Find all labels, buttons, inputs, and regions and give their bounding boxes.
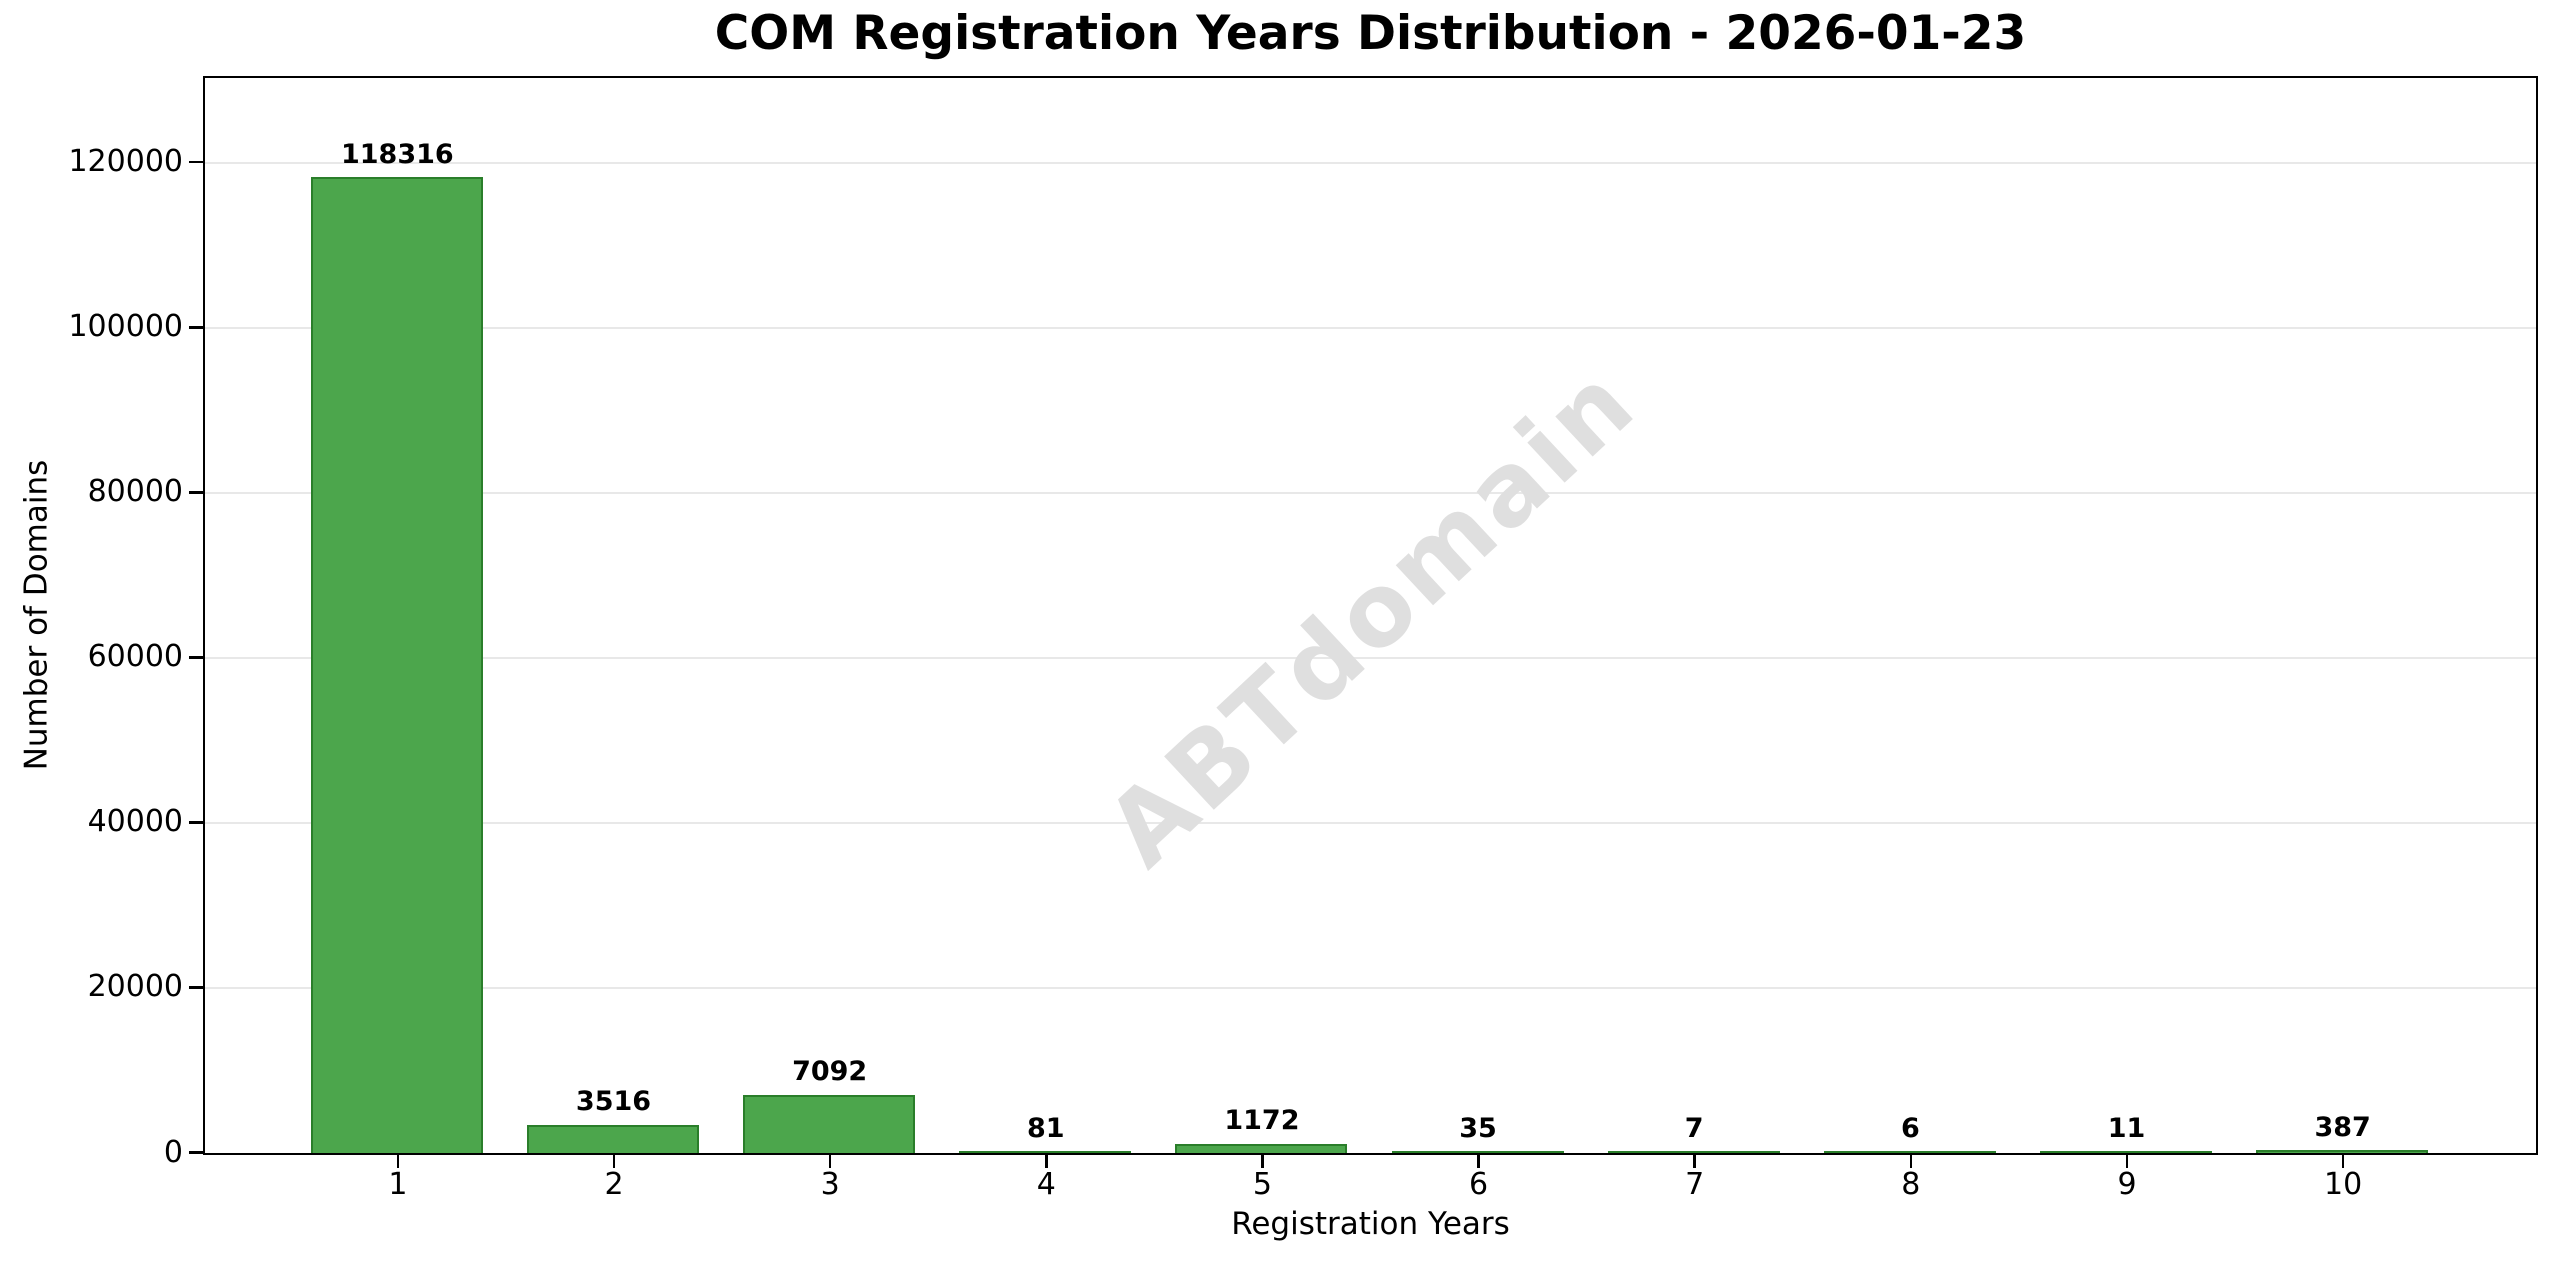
x-tick-label: 5	[1252, 1167, 1272, 1202]
y-tick-mark	[189, 656, 203, 659]
y-tick-mark	[189, 986, 203, 989]
gridline	[205, 656, 2536, 659]
x-tick-mark	[1477, 1155, 1480, 1168]
x-tick-mark	[1261, 1155, 1264, 1168]
bar	[743, 1094, 916, 1153]
x-tick-label: 6	[1469, 1167, 1489, 1202]
y-tick-label: 120000	[68, 144, 183, 180]
chart-title: COM Registration Years Distribution - 20…	[714, 6, 2027, 61]
bar-value-label: 11	[2107, 1112, 2146, 1144]
y-tick-mark	[189, 326, 203, 329]
bar-value-label: 118316	[340, 138, 454, 170]
gridline	[205, 821, 2536, 824]
y-tick-mark	[189, 1151, 203, 1154]
x-tick-mark	[2125, 1155, 2129, 1168]
y-tick-label: 0	[163, 1134, 183, 1170]
bar	[527, 1124, 699, 1153]
bar-value-label: 6	[1900, 1112, 1920, 1144]
y-tick-label: 80000	[87, 474, 183, 510]
bar	[2040, 1151, 2212, 1153]
bar	[959, 1151, 1132, 1153]
x-axis-label: Registration Years	[1231, 1206, 1510, 1242]
y-tick-label: 40000	[87, 804, 183, 840]
bar	[310, 177, 483, 1153]
x-tick-mark	[1045, 1155, 1048, 1168]
gridline	[205, 326, 2536, 329]
bar-value-label: 81	[1026, 1112, 1065, 1144]
y-tick-label: 100000	[68, 309, 183, 345]
x-tick-label: 1	[388, 1167, 408, 1202]
bar-value-label: 35	[1459, 1112, 1497, 1144]
x-tick-label: 9	[2117, 1167, 2137, 1202]
gridline	[205, 491, 2536, 494]
x-tick-label: 7	[1685, 1167, 1705, 1202]
x-tick-label: 8	[1901, 1167, 1921, 1202]
gridline	[205, 161, 2536, 164]
y-tick-label: 60000	[87, 639, 183, 675]
bar-value-label: 1172	[1224, 1105, 1300, 1137]
x-tick-mark	[1693, 1155, 1696, 1168]
bar-value-label: 387	[2314, 1111, 2371, 1143]
x-tick-mark	[396, 1155, 400, 1168]
bar-value-label: 7092	[792, 1056, 868, 1088]
x-tick-mark	[2341, 1155, 2345, 1168]
x-tick-label: 3	[820, 1167, 840, 1202]
x-tick-mark	[612, 1155, 616, 1168]
x-tick-label: 2	[604, 1167, 624, 1202]
bar	[1823, 1151, 1996, 1153]
x-tick-mark	[828, 1155, 832, 1168]
y-tick-mark	[189, 160, 203, 164]
bar-value-label: 7	[1684, 1112, 1704, 1144]
watermark-text: ABTdomain	[1083, 342, 1658, 889]
bar	[1607, 1151, 1780, 1153]
y-tick-mark	[189, 821, 203, 824]
bar	[2256, 1150, 2429, 1153]
gridline	[205, 986, 2536, 989]
x-tick-label: 4	[1036, 1167, 1056, 1202]
x-tick-label: 10	[2324, 1167, 2363, 1202]
bar-value-label: 3516	[575, 1086, 652, 1117]
plot-area: ABTdomain 118316 3516 7092 81 1172 35 7 6 11 387	[203, 76, 2538, 1155]
y-tick-label: 20000	[87, 969, 183, 1005]
y-tick-mark	[189, 491, 203, 494]
bar	[1175, 1143, 1348, 1153]
x-tick-mark	[1909, 1155, 1913, 1168]
bar	[1391, 1151, 1564, 1153]
